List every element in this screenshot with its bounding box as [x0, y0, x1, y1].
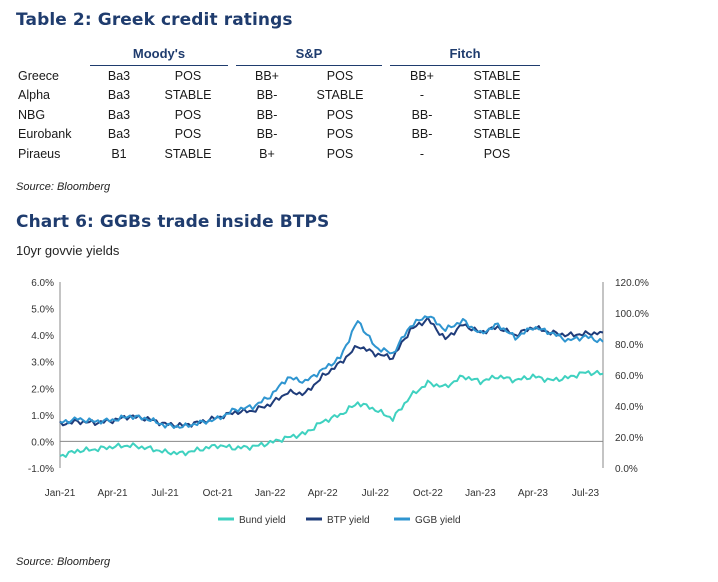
table-row: Alpha Ba3 STABLE BB- STABLE - STABLE: [12, 86, 540, 106]
fitch-cell: BB+: [410, 68, 434, 83]
x-tick-label: Jul-22: [362, 488, 390, 499]
fitch-cell: BB-: [411, 127, 433, 142]
x-tick-label: Jul-23: [572, 488, 600, 499]
fitch-cell: -: [419, 146, 425, 161]
sp-cell: BB-: [256, 88, 278, 103]
y-right-tick-label: 0.0%: [615, 464, 638, 475]
sp-outlook-cell: POS: [326, 146, 354, 161]
table-title: Table 2: Greek credit ratings: [16, 10, 293, 30]
x-tick-label: Apr-23: [518, 488, 548, 499]
agency-header-sp: S&P: [236, 44, 382, 66]
moodys-cell: Ba3: [107, 68, 131, 83]
y-left-tick-label: 6.0%: [31, 278, 54, 289]
table-row: Eurobank Ba3 POS BB- POS BB- STABLE: [12, 125, 540, 145]
series-line-bund-yield: [59, 369, 604, 458]
moodys-cell: Ba3: [107, 107, 131, 122]
y-left-tick-label: 2.0%: [31, 384, 54, 395]
table-source: Source: Bloomberg: [16, 181, 111, 193]
chart-title: Chart 6: GGBs trade inside BTPS: [16, 212, 330, 232]
y-left-tick-label: 5.0%: [31, 305, 54, 316]
agency-header-moodys: Moody's: [90, 44, 228, 66]
table-row: Greece Ba3 POS BB+ POS BB+ STABLE: [12, 66, 540, 86]
x-tick-label: Oct-21: [203, 488, 233, 499]
y-left-tick-label: 0.0%: [31, 437, 54, 448]
fitch-cell: BB-: [411, 107, 433, 122]
issuer-name-cell: NBG: [18, 107, 46, 122]
chart-source: Source: Bloomberg: [16, 556, 111, 568]
fitch-outlook-cell: STABLE: [473, 68, 521, 83]
y-right-tick-label: 20.0%: [615, 433, 643, 444]
y-right-tick-label: 60.0%: [615, 371, 643, 382]
x-tick-label: Oct-22: [413, 488, 443, 499]
fitch-outlook-cell: POS: [483, 146, 511, 161]
moodys-cell: Ba3: [107, 88, 131, 103]
fitch-outlook-cell: STABLE: [473, 127, 521, 142]
fitch-outlook-cell: STABLE: [473, 88, 521, 103]
issuer-name-cell: Greece: [18, 68, 59, 83]
fitch-outlook-cell: STABLE: [473, 107, 521, 122]
x-tick-label: Jul-21: [151, 488, 179, 499]
x-tick-label: Jan-23: [465, 488, 496, 499]
x-tick-label: Jan-22: [255, 488, 286, 499]
moodys-cell: B1: [111, 146, 127, 161]
sp-cell: B+: [259, 146, 275, 161]
legend-label: BTP yield: [327, 515, 370, 526]
moodys-cell: Ba3: [107, 127, 131, 142]
sp-cell: BB+: [255, 68, 279, 83]
issuer-name-cell: Alpha: [18, 88, 50, 103]
moodys-outlook-cell: STABLE: [164, 146, 212, 161]
x-tick-label: Apr-22: [308, 488, 338, 499]
legend-label: GGB yield: [415, 515, 461, 526]
moodys-outlook-cell: POS: [174, 68, 202, 83]
sp-outlook-cell: POS: [326, 68, 354, 83]
yield-line-chart: -1.0% 0.0% 1.0% 2.0% 3.0% 4.0% 5.0% 6.0% 0.0% 20.…: [28, 278, 649, 526]
y-right-tick-label: 40.0%: [615, 402, 643, 413]
sp-cell: BB-: [256, 107, 278, 122]
moodys-outlook-cell: POS: [174, 127, 202, 142]
sp-cell: BB-: [256, 127, 278, 142]
y-left-tick-label: -1.0%: [28, 464, 54, 475]
sp-outlook-cell: STABLE: [316, 88, 364, 103]
y-left-tick-label: 3.0%: [31, 358, 54, 369]
moodys-outlook-cell: STABLE: [164, 88, 212, 103]
table-row: Piraeus B1 STABLE B+ POS - POS: [12, 144, 540, 164]
sp-outlook-cell: POS: [326, 127, 354, 142]
x-tick-label: Jan-21: [45, 488, 76, 499]
legend-label: Bund yield: [239, 515, 286, 526]
ratings-table: Moody's S&P Fitch Greece Ba3 POS BB+ POS BB+ S…: [12, 44, 540, 164]
fitch-cell: -: [419, 88, 425, 103]
issuer-name-cell: Eurobank: [18, 127, 72, 142]
moodys-outlook-cell: POS: [174, 107, 202, 122]
agency-header-fitch: Fitch: [390, 44, 540, 66]
y-right-tick-label: 80.0%: [615, 340, 643, 351]
x-tick-label: Apr-21: [98, 488, 128, 499]
series-line-ggb-yield: [59, 315, 604, 429]
agency-header-row: Moody's S&P Fitch: [12, 44, 540, 66]
chart-subtitle: 10yr govvie yields: [16, 243, 120, 258]
y-right-tick-label: 120.0%: [615, 278, 649, 289]
issuer-name-cell: Piraeus: [18, 146, 61, 161]
y-left-tick-label: 1.0%: [31, 411, 54, 422]
table-row: NBG Ba3 POS BB- POS BB- STABLE: [12, 105, 540, 125]
sp-outlook-cell: POS: [326, 107, 354, 122]
y-right-tick-label: 100.0%: [615, 309, 649, 320]
y-left-tick-label: 4.0%: [31, 331, 54, 342]
